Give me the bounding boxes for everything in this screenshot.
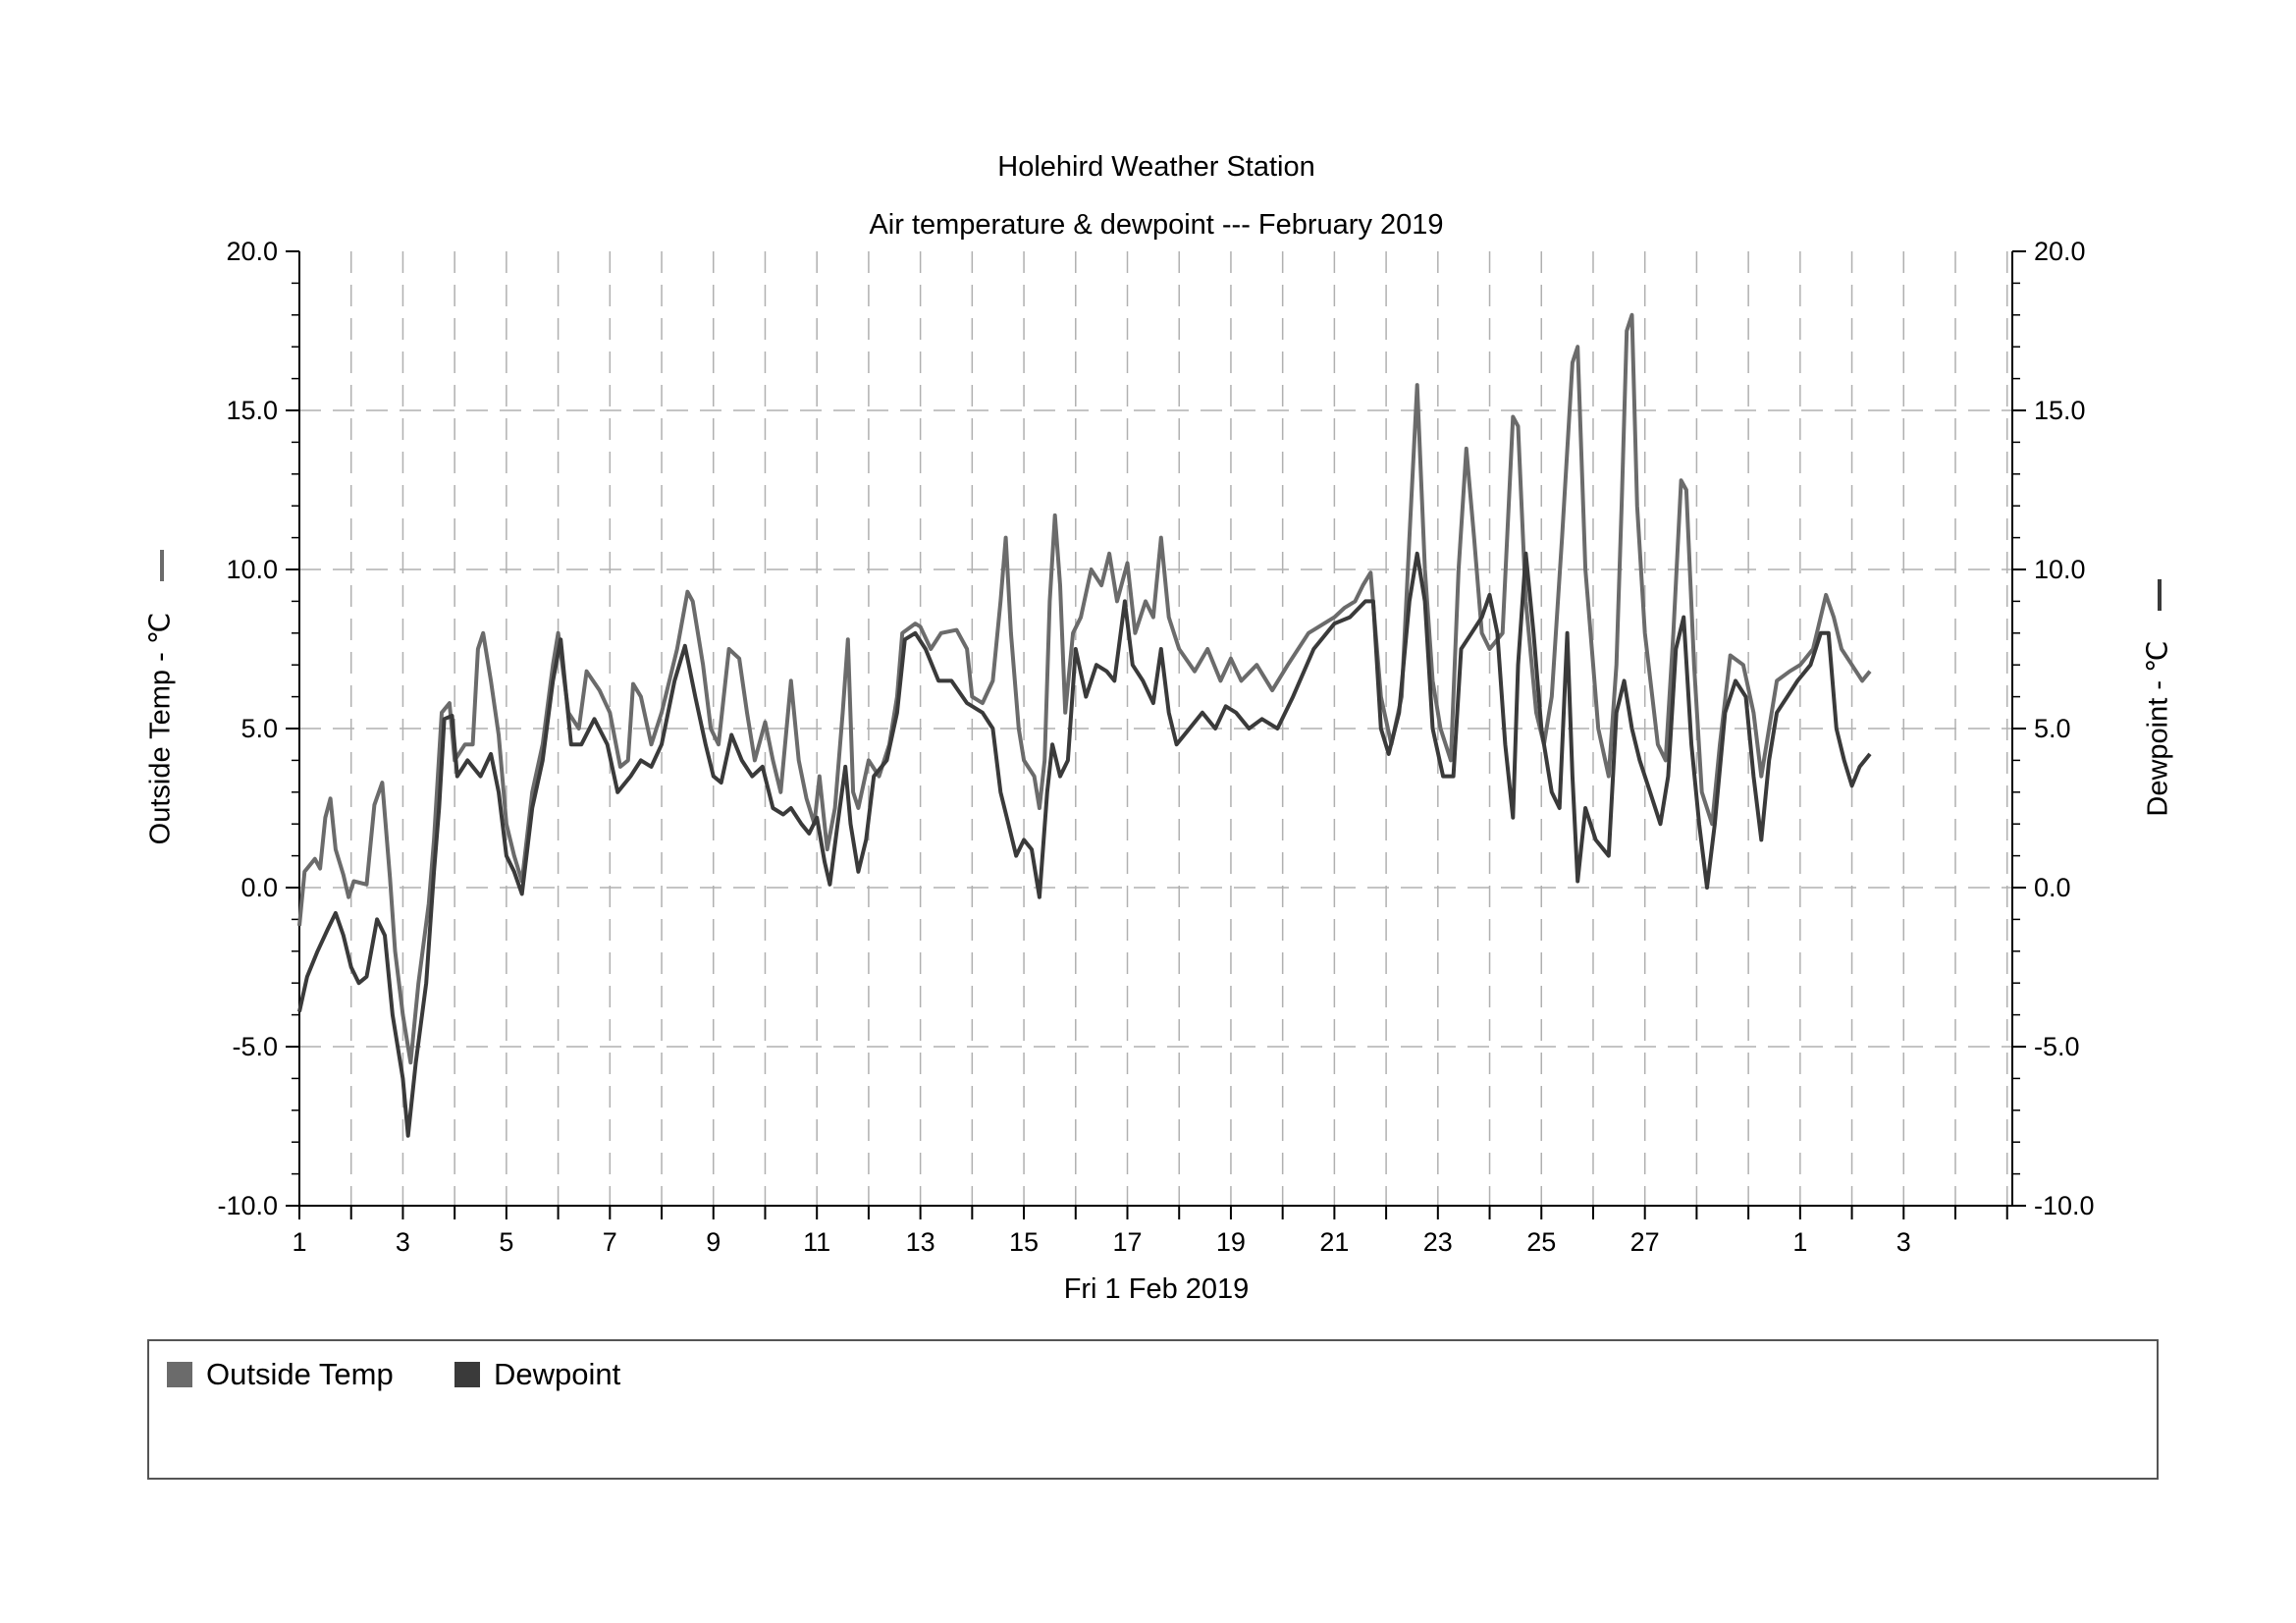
x-tick-label: 1 (1792, 1227, 1807, 1257)
chart-title: Holehird Weather Station (997, 151, 1314, 183)
legend-swatch-outside-temp (167, 1362, 192, 1387)
series (297, 312, 1872, 1138)
x-tick-label: 13 (906, 1227, 935, 1257)
x-tick-label: 1 (292, 1227, 306, 1257)
x-tick-label: 15 (1009, 1227, 1039, 1257)
y-axis-left-label: Outside Temp - ℃ (145, 613, 177, 845)
legend-label-outside-temp: Outside Temp (206, 1357, 394, 1391)
y-tick-label-left: 20.0 (226, 237, 278, 266)
y-tick-label-left: 15.0 (226, 396, 278, 425)
y-axis-right-label-group: Dewpoint - ℃ (2143, 579, 2174, 817)
y-tick-label-right: -10.0 (2034, 1191, 2095, 1220)
y-tick-label-left: 10.0 (226, 555, 278, 584)
y-tick-label-right: 10.0 (2034, 555, 2086, 584)
x-tick-label: 5 (499, 1227, 513, 1257)
y-tick-label-left: -10.0 (217, 1191, 278, 1220)
y-tick-label-right: 15.0 (2034, 396, 2086, 425)
x-tick-label: 27 (1630, 1227, 1660, 1257)
y-axis-left-label-group: Outside Temp - ℃ (145, 550, 177, 844)
y-tick-label-right: 0.0 (2034, 873, 2071, 902)
y-tick-label-right: -5.0 (2034, 1032, 2080, 1061)
y-tick-label-left: -5.0 (232, 1032, 278, 1061)
x-tick-label: 25 (1526, 1227, 1556, 1257)
x-tick-label: 7 (603, 1227, 617, 1257)
y-tick-label-left: 5.0 (240, 714, 278, 743)
ticks: 1 3 5 7 9 11 13 15 17 19 21 23 25 27 1 3-10.0 -10.0-5.0-… (217, 237, 2094, 1257)
x-tick-label: 3 (1896, 1227, 1911, 1257)
x-axis-label: Fri 1 Feb 2019 (1064, 1273, 1250, 1305)
x-tick-label: 9 (706, 1227, 721, 1257)
legend-item-outside-temp: Outside Temp (167, 1357, 394, 1392)
y-tick-label-right: 20.0 (2034, 237, 2086, 266)
legend-swatch-dewpoint (454, 1362, 480, 1387)
x-tick-label: 19 (1216, 1227, 1246, 1257)
y-tick-label-left: 0.0 (240, 873, 278, 902)
chart-subtitle: Air temperature & dewpoint --- February … (869, 209, 1443, 241)
legend-label-dewpoint: Dewpoint (494, 1357, 621, 1391)
series-line-dewpoint (297, 551, 1872, 1138)
legend: Outside Temp Dewpoint (147, 1339, 2159, 1480)
x-tick-label: 3 (396, 1227, 410, 1257)
y-axis-right-label: Dewpoint - ℃ (2143, 640, 2174, 816)
x-tick-label: 11 (803, 1227, 830, 1257)
series-line-outside-temp (297, 312, 1872, 1065)
x-tick-label: 17 (1112, 1227, 1142, 1257)
x-tick-label: 21 (1319, 1227, 1349, 1257)
y-tick-label-right: 5.0 (2034, 714, 2071, 743)
x-tick-label: 23 (1423, 1227, 1453, 1257)
legend-item-dewpoint: Dewpoint (454, 1357, 620, 1392)
